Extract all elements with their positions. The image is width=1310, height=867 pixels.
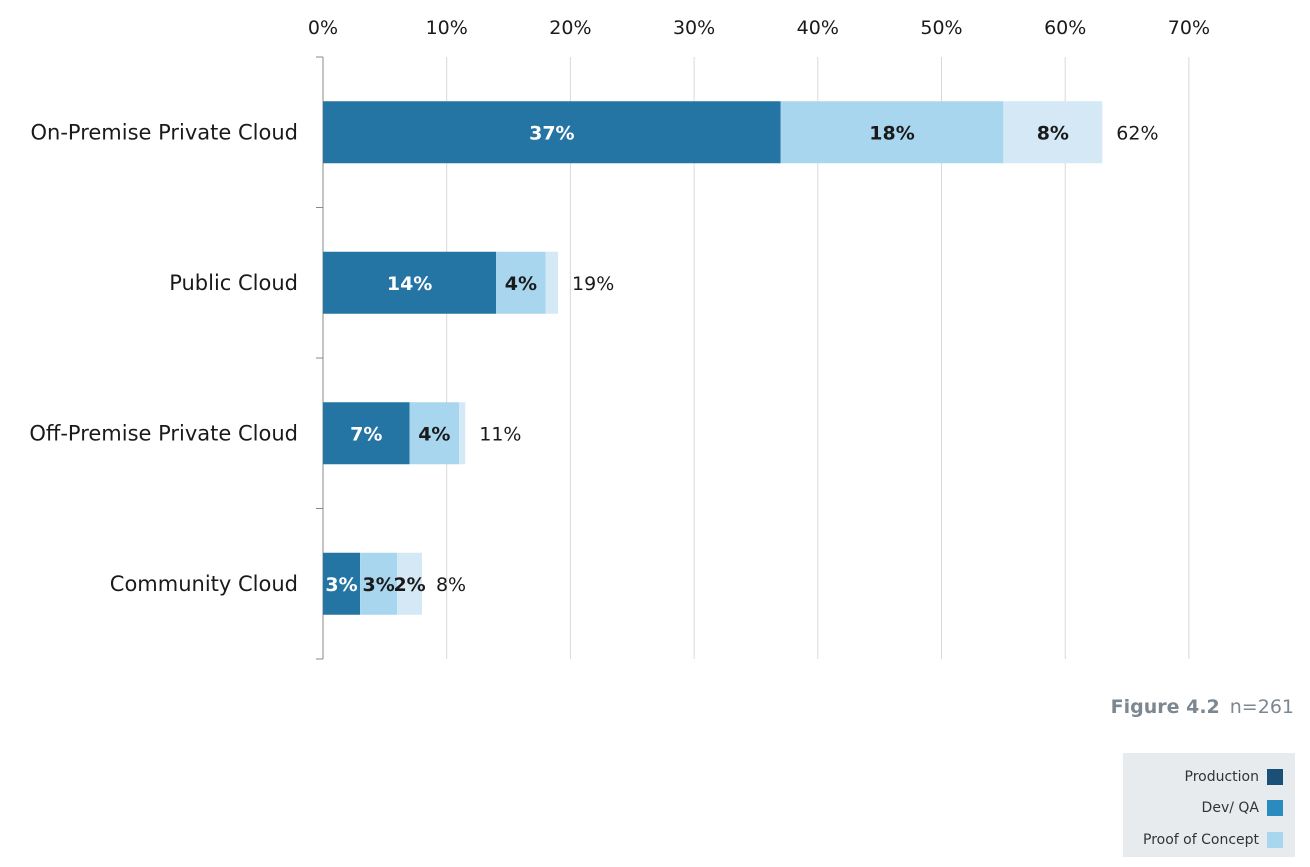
- legend-item-production: Production: [1123, 761, 1283, 793]
- legend-swatch: [1267, 768, 1283, 785]
- bar-data-label: 18%: [869, 122, 914, 144]
- x-tick-label: 60%: [1044, 17, 1086, 39]
- legend-item-proof-of-concept: Proof of Concept: [1123, 824, 1283, 856]
- sample-size: n=261: [1229, 696, 1294, 718]
- total-label: 19%: [572, 273, 614, 295]
- total-label: 62%: [1116, 122, 1158, 144]
- x-tick-label: 70%: [1168, 17, 1210, 39]
- legend: Production Dev/ QA Proof of Concept: [1123, 753, 1295, 857]
- bar-data-label: 3%: [325, 574, 357, 596]
- bar-segment: [323, 251, 497, 314]
- bar-segment: [459, 402, 466, 465]
- total-label: 11%: [479, 423, 521, 445]
- legend-swatch: [1267, 831, 1283, 848]
- bar-data-label: 14%: [387, 273, 432, 295]
- bar-data-label: 37%: [529, 122, 574, 144]
- legend-item-dev-qa: Dev/ QA: [1123, 793, 1283, 825]
- bar-segment: [496, 251, 546, 314]
- x-tick-label: 20%: [549, 17, 591, 39]
- total-label: 8%: [436, 574, 466, 596]
- bar-segment: [323, 101, 781, 164]
- category-label: Off-Premise Private Cloud: [29, 421, 298, 445]
- bar-data-label: 8%: [1037, 122, 1069, 144]
- bar-segment: [397, 552, 422, 615]
- x-tick-label: 10%: [426, 17, 468, 39]
- bar-segment: [360, 552, 398, 615]
- category-label: Public Cloud: [169, 271, 298, 295]
- legend-label: Proof of Concept: [1143, 831, 1259, 848]
- bar-data-label: 3%: [363, 574, 395, 596]
- figure-caption: Figure 4.2 n=261: [1111, 696, 1294, 718]
- bar-segment: [545, 251, 559, 314]
- bar-segment: [323, 552, 361, 615]
- bar-segment: [1003, 101, 1103, 164]
- bar-data-label: 4%: [418, 423, 450, 445]
- legend-label: Production: [1184, 768, 1259, 785]
- bar-data-label: 7%: [350, 423, 382, 445]
- bar-data-label: 4%: [505, 273, 537, 295]
- bar-data-label: 2%: [393, 574, 425, 596]
- bar-segment: [780, 101, 1004, 164]
- figure-label: Figure 4.2: [1110, 696, 1220, 718]
- stacked-bar-chart: 0% 10% 20% 30% 40% 50% 60% 70% On-Premise Privat…: [29, 17, 1210, 660]
- bar-segment: [323, 402, 410, 465]
- bar-segment: [409, 402, 460, 465]
- x-tick-label: 40%: [797, 17, 839, 39]
- x-tick-label: 50%: [920, 17, 962, 39]
- category-label: Community Cloud: [110, 572, 298, 596]
- category-label: On-Premise Private Cloud: [30, 120, 298, 144]
- x-tick-label: 30%: [673, 17, 715, 39]
- x-tick-label: 0%: [308, 17, 338, 39]
- legend-label: Dev/ QA: [1201, 800, 1259, 817]
- legend-swatch: [1267, 800, 1283, 817]
